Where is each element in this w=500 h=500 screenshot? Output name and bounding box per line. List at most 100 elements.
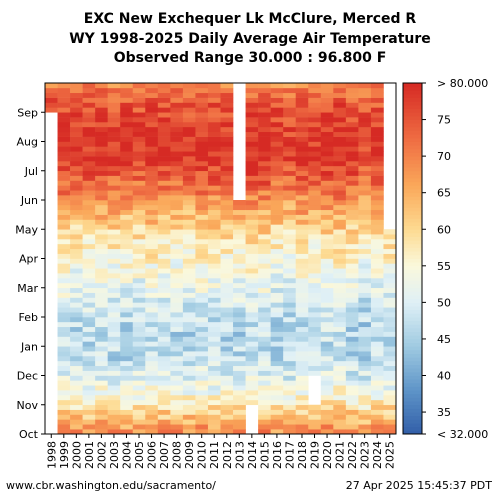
- heatmap-cell: [157, 165, 171, 172]
- heatmap-cell: [220, 419, 234, 425]
- heatmap-cell: [370, 385, 384, 391]
- heatmap-cell: [295, 297, 309, 303]
- source-url[interactable]: www.cbr.washington.edu/sacramento/: [6, 479, 216, 492]
- x-tick-label: 1998: [45, 441, 58, 469]
- heatmap-cell: [270, 341, 284, 347]
- heatmap-cell: [345, 239, 359, 245]
- heatmap-cell: [182, 273, 196, 279]
- heatmap-cell: [220, 385, 234, 391]
- heatmap-cell: [258, 102, 271, 108]
- heatmap-cell: [320, 170, 334, 176]
- heatmap-cell: [320, 429, 334, 435]
- heatmap-cell: [245, 297, 259, 303]
- heatmap-cell: [157, 234, 171, 240]
- heatmap-cell: [233, 307, 246, 313]
- heatmap-cell: [170, 131, 184, 137]
- heatmap-cell: [120, 146, 134, 152]
- heatmap-cell: [145, 253, 159, 259]
- heatmap-cell: [320, 161, 334, 167]
- chart-title-line-2: WY 1998-2025 Daily Average Air Temperatu…: [69, 31, 431, 47]
- heatmap-cell: [132, 307, 146, 313]
- colorbar-segment: [403, 317, 422, 322]
- heatmap-cell: [333, 126, 347, 133]
- heatmap-cell: [320, 219, 334, 225]
- heatmap-cell: [57, 175, 71, 181]
- heatmap-cell: [258, 107, 271, 113]
- heatmap-cell: [295, 360, 309, 367]
- heatmap-cell: [270, 97, 284, 103]
- heatmap-cell: [233, 278, 246, 284]
- heatmap-cell: [107, 341, 121, 347]
- heatmap-cell: [145, 141, 159, 147]
- x-tick-label: 2009: [183, 441, 196, 469]
- x-tick-label: 2024: [371, 441, 384, 469]
- heatmap-cell: [170, 317, 184, 323]
- heatmap-cell: [120, 180, 134, 186]
- heatmap-cell: [245, 253, 259, 259]
- colorbar-segment: [403, 145, 422, 150]
- heatmap-cell: [245, 190, 259, 196]
- heatmap-cell: [320, 356, 334, 362]
- heatmap-cell: [57, 131, 71, 137]
- heatmap-cell: [107, 346, 121, 352]
- heatmap-cell: [70, 278, 83, 284]
- heatmap-cell: [132, 375, 146, 381]
- heatmap-cell: [333, 209, 347, 215]
- heatmap-cell: [283, 399, 297, 406]
- heatmap-cell: [107, 239, 121, 245]
- heatmap-cell: [333, 87, 347, 94]
- heatmap-cell: [358, 219, 372, 225]
- heatmap-cell: [220, 370, 234, 376]
- heatmap-cell: [220, 83, 234, 89]
- heatmap-cell: [345, 419, 359, 425]
- heatmap-cell: [132, 185, 146, 191]
- heatmap-cell: [333, 375, 347, 381]
- heatmap-cell: [170, 429, 184, 435]
- heatmap-cell: [358, 97, 372, 103]
- heatmap-cell: [157, 107, 171, 113]
- heatmap-cell: [182, 229, 196, 235]
- heatmap-cell: [345, 185, 359, 191]
- heatmap-cell: [258, 429, 271, 435]
- heatmap-cell: [220, 243, 234, 250]
- heatmap-cell: [245, 117, 259, 123]
- heatmap-cell: [370, 180, 384, 186]
- heatmap-cell: [358, 243, 372, 250]
- x-tick-label: 2021: [334, 441, 347, 469]
- heatmap-cell: [70, 307, 83, 313]
- heatmap-cell: [70, 117, 83, 123]
- heatmap-cell: [220, 302, 234, 308]
- heatmap-cell: [145, 307, 159, 313]
- heatmap-cell: [195, 258, 209, 264]
- heatmap-cell: [220, 282, 234, 289]
- heatmap-cell: [120, 83, 134, 89]
- heatmap-cell: [120, 409, 134, 415]
- heatmap-cell: [195, 282, 209, 289]
- heatmap-cell: [270, 258, 284, 264]
- heatmap-cell: [120, 253, 134, 259]
- heatmap-cell: [233, 297, 246, 303]
- heatmap-cell: [145, 409, 159, 415]
- heatmap-cell: [107, 302, 121, 308]
- heatmap-cell: [207, 165, 221, 172]
- heatmap-cell: [320, 253, 334, 259]
- heatmap-cell: [95, 424, 108, 430]
- heatmap-cell: [245, 141, 259, 147]
- heatmap-cell: [207, 200, 221, 206]
- heatmap-cell: [145, 326, 159, 332]
- heatmap-cell: [245, 326, 259, 332]
- heatmap-cell: [370, 341, 384, 347]
- heatmap-cell: [270, 404, 284, 410]
- heatmap-cell: [132, 321, 146, 328]
- x-tick-label: 2018: [296, 441, 309, 469]
- heatmap-cell: [220, 117, 234, 123]
- heatmap-cell: [170, 297, 184, 303]
- x-tick-label: 2017: [283, 441, 296, 469]
- heatmap-cell: [82, 175, 96, 181]
- heatmap-cell: [320, 380, 334, 386]
- heatmap-cell: [295, 302, 309, 308]
- y-tick-label: May: [15, 223, 38, 236]
- heatmap-cell: [245, 185, 259, 191]
- heatmap-cell: [220, 161, 234, 167]
- heatmap-cell: [182, 399, 196, 406]
